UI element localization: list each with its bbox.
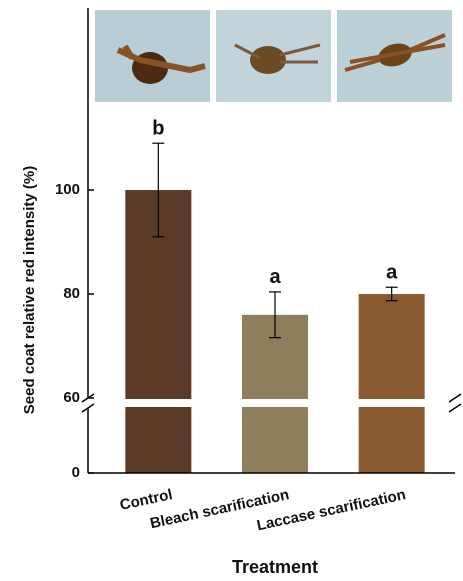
bar — [359, 294, 425, 473]
bar — [242, 315, 308, 473]
axis-break-gap — [86, 399, 461, 407]
x-tick-label: Control — [118, 486, 174, 514]
y-tick-label: 0 — [72, 464, 80, 481]
y-tick-label: 80 — [63, 285, 80, 302]
data-label: a — [386, 262, 398, 284]
y-tick-label: 100 — [55, 181, 80, 198]
data-label: a — [269, 266, 281, 288]
x-axis-label: Treatment — [232, 557, 318, 577]
data-label: b — [152, 117, 164, 139]
y-tick-label: 60 — [63, 389, 80, 406]
y-axis-label: Seed coat relative red intensity (%) — [21, 166, 38, 414]
photos — [95, 10, 452, 102]
chart: Seed coat relative red intensity (%) Tre… — [0, 0, 463, 581]
